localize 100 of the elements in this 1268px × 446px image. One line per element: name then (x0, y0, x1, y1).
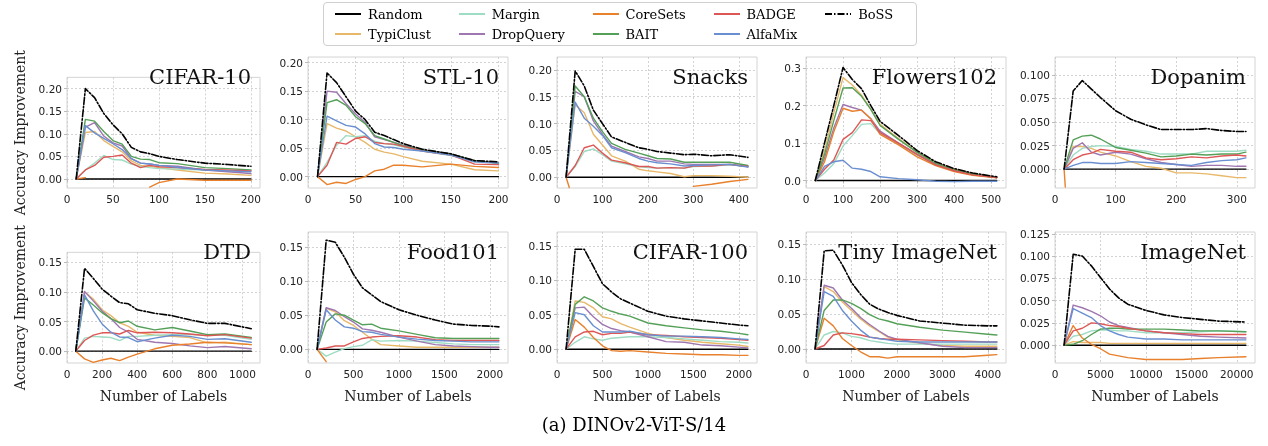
y-tick-label: 0.05 (38, 150, 62, 163)
line-series (814, 317, 998, 359)
y-tick-label: 0.05 (279, 309, 303, 322)
chart-title: CIFAR-10 (149, 64, 251, 89)
y-tick-label: 0.100 (1019, 68, 1050, 81)
line-series (565, 336, 749, 350)
y-tick-label: 0.025 (1019, 316, 1050, 329)
x-tick-label: 500 (343, 367, 364, 380)
x-tick-label: 1000 (385, 367, 413, 380)
x-tick-label: 2000 (883, 367, 911, 380)
legend-label: Random (368, 6, 423, 22)
legend-label: BoSS (858, 6, 894, 22)
x-tick-label: 400 (728, 192, 749, 205)
legend-label: BADGE (746, 6, 796, 22)
x-tick-label: 100 (1105, 192, 1126, 205)
x-tick-label: 0 (802, 367, 810, 380)
x-tick-label: 0 (802, 192, 810, 205)
y-tick-label: 0.15 (279, 85, 303, 98)
y-tick-label: 0.15 (279, 241, 303, 254)
line-series (316, 339, 500, 357)
chart-title: CIFAR-100 (632, 239, 748, 264)
x-tick-label: 50 (348, 192, 363, 205)
x-tick-label: 200 (92, 367, 113, 380)
chart-title: Snacks (672, 64, 749, 89)
x-tick-label: 2000 (725, 367, 753, 380)
x-tick-label: 200 (870, 192, 891, 205)
x-tick-label: 15000 (1174, 367, 1209, 380)
y-tick-label: 0.05 (38, 315, 62, 328)
x-tick-label: 300 (683, 192, 704, 205)
x-tick-label: 0 (63, 367, 71, 380)
x-tick-label: 400 (944, 192, 965, 205)
y-tick-label: 0.00 (279, 343, 303, 356)
x-tick-label: 300 (1226, 192, 1247, 205)
x-tick-label: 4000 (974, 367, 1002, 380)
x-axis-title: Number of Labels (1091, 388, 1219, 404)
y-tick-label: 0.100 (1019, 250, 1050, 263)
y-tick-label: 0.050 (1019, 294, 1050, 307)
y-tick-label: 0.15 (38, 256, 62, 269)
x-tick-label: 0 (1051, 192, 1059, 205)
y-tick-label: 0.05 (528, 308, 552, 321)
x-tick-label: 0 (63, 192, 71, 205)
x-tick-label: 1000 (229, 367, 256, 380)
y-axis-title: Accuracy Improvement (12, 224, 28, 392)
y-tick-label: 0.10 (777, 272, 801, 285)
line-series (814, 159, 998, 183)
y-tick-label: 0.00 (279, 170, 303, 183)
y-tick-label: 0.10 (279, 113, 303, 126)
line-series (1063, 322, 1247, 346)
y-tick-label: 0.025 (1019, 139, 1050, 152)
line-series (1063, 134, 1247, 170)
x-tick-label: 10000 (1129, 367, 1163, 380)
line-series (565, 318, 749, 357)
y-tick-label: 0.15 (777, 237, 801, 250)
x-tick-label: 1000 (634, 367, 662, 380)
x-tick-label: 0 (553, 367, 561, 380)
y-tick-label: 0.20 (279, 56, 303, 69)
x-tick-label: 100 (148, 192, 169, 205)
y-tick-label: 0.075 (1019, 92, 1050, 105)
line-series (316, 335, 500, 351)
y-tick-label: 0.10 (528, 117, 552, 130)
y-tick-label: 0.00 (777, 342, 801, 355)
x-tick-label: 5000 (1087, 367, 1114, 380)
y-tick-label: 0.05 (777, 307, 801, 320)
x-axis-title: Number of Labels (842, 388, 970, 404)
chart-title: Flowers102 (871, 64, 997, 89)
chart-title: STL-10 (422, 64, 499, 89)
x-axis-title: Number of Labels (99, 388, 228, 404)
y-tick-label: 0.2 (784, 99, 801, 112)
chart-title: Dopanim (1150, 64, 1247, 89)
y-tick-label: 0.125 (1019, 227, 1050, 240)
y-axis-title: Accuracy Improvement (12, 49, 28, 217)
y-tick-label: 0.05 (279, 142, 303, 155)
y-tick-label: 0.0 (784, 174, 801, 187)
x-tick-label: 100 (393, 192, 414, 205)
x-tick-label: 3000 (929, 367, 956, 380)
chart-title: ImageNet (1140, 239, 1247, 264)
chart-title: Food101 (406, 239, 499, 264)
y-tick-label: 0.15 (38, 105, 62, 118)
x-tick-label: 800 (197, 367, 218, 380)
x-tick-label: 100 (592, 192, 613, 205)
y-tick-label: 0.10 (38, 285, 62, 298)
x-tick-label: 400 (127, 367, 148, 380)
x-tick-label: 50 (106, 192, 120, 205)
legend-label: BAIT (625, 26, 659, 42)
x-axis-title: Number of Labels (593, 388, 721, 404)
x-tick-label: 500 (592, 367, 613, 380)
x-tick-label: 1500 (431, 367, 458, 380)
x-tick-label: 200 (240, 192, 261, 205)
y-tick-label: 0.15 (528, 90, 552, 103)
x-axis-title: Number of Labels (344, 388, 472, 404)
legend-label: DropQuery (491, 26, 565, 42)
y-tick-label: 0.00 (528, 343, 552, 356)
x-tick-label: 200 (488, 192, 509, 205)
line-series (75, 154, 252, 180)
x-tick-label: 0 (304, 367, 312, 380)
x-tick-label: 0 (304, 192, 312, 205)
x-tick-label: 500 (981, 192, 1002, 205)
legend-label: AlfaMix (746, 26, 798, 42)
y-tick-label: 0.000 (1019, 163, 1050, 176)
y-tick-label: 0.00 (38, 172, 62, 185)
